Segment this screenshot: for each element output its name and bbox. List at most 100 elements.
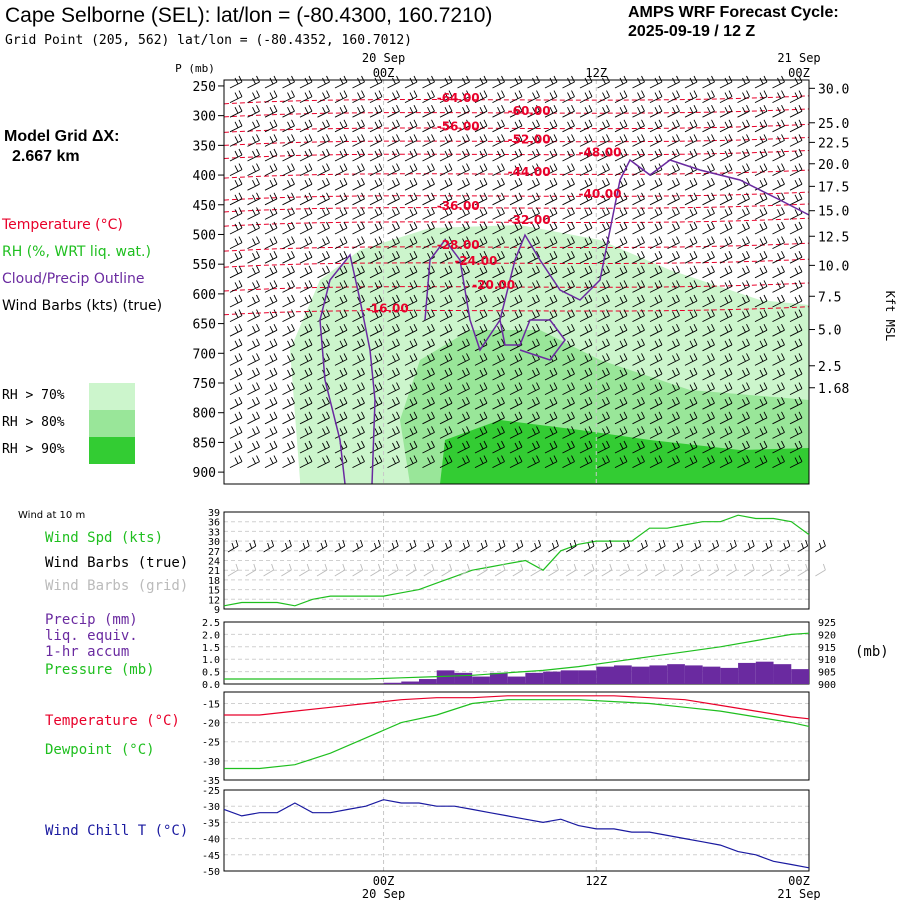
wind-barb <box>474 455 488 469</box>
wind-barb <box>369 294 383 308</box>
kft-tick-label: 5.0 <box>818 324 841 339</box>
wind-barb <box>614 309 628 323</box>
wind-barb <box>737 382 750 396</box>
wind-barb <box>789 367 803 381</box>
legend-rh80-swatch <box>89 410 135 437</box>
wind-barb <box>457 440 470 454</box>
wind-barb <box>387 396 400 410</box>
wind-barb <box>317 440 330 454</box>
wind-barb <box>439 250 453 264</box>
wind-barb <box>387 192 400 206</box>
wind-barb-grid <box>423 563 435 577</box>
wind-barb-grid <box>565 563 577 577</box>
wind-barb-grid <box>298 563 310 577</box>
wind-barb <box>527 367 540 381</box>
wind-barb <box>649 294 663 308</box>
wind-barb <box>422 250 435 264</box>
wind-barb <box>719 119 733 133</box>
wind-barb <box>527 75 540 89</box>
wind-barb <box>614 221 628 235</box>
wind-barb <box>492 134 505 147</box>
bottom-date-label: 20 Sep <box>362 887 405 900</box>
wind-barb <box>667 382 680 396</box>
wind-barb-grid <box>476 563 488 577</box>
wind-barb <box>492 207 505 220</box>
wind-barb <box>422 338 435 352</box>
wind-barb <box>719 163 733 177</box>
precip-bar <box>702 666 721 684</box>
wind-barb <box>754 207 768 220</box>
precip-bar <box>560 670 579 684</box>
wind-barb <box>737 280 750 293</box>
isotherm-label: -60.00 <box>508 104 551 118</box>
isotherm-label: -32.00 <box>508 213 551 227</box>
wind-barb <box>544 236 558 250</box>
wind-barb <box>772 90 785 104</box>
wind-barb <box>702 148 715 162</box>
wind-barb <box>422 294 435 308</box>
wind-barb <box>632 353 645 366</box>
wind-barb <box>422 309 435 323</box>
wind-barb <box>299 177 313 191</box>
precip-bar <box>525 672 544 684</box>
precip-label: Precip (mm) <box>45 612 138 628</box>
wind-barb <box>562 207 575 220</box>
wind-barb <box>509 440 523 454</box>
wind-barb <box>649 265 663 279</box>
wind-barb-true <box>708 539 720 553</box>
wind-barb <box>527 221 540 235</box>
wind-barb <box>404 207 418 220</box>
wind-barb <box>492 250 505 264</box>
wind-barb <box>562 323 575 337</box>
wind-barb <box>754 382 768 396</box>
wind-barb <box>334 207 348 220</box>
wind-barb <box>422 177 435 191</box>
wind-barb <box>544 426 558 439</box>
wind-barb <box>632 90 645 104</box>
top-date-label: 21 Sep <box>777 51 820 65</box>
wind-barb <box>649 134 663 147</box>
dewpoint-label: Dewpoint (°C) <box>45 742 155 758</box>
forecast-cycle-value: 2025-09-19 / 12 Z <box>628 23 756 40</box>
wind-barb <box>702 338 715 352</box>
wind-barb <box>264 177 278 191</box>
wind-barb <box>299 309 313 323</box>
wind-barb-grid <box>334 563 346 577</box>
temperature-line <box>224 695 810 720</box>
wind-barb <box>387 411 400 425</box>
wind-barb <box>614 265 628 279</box>
wind-barb <box>649 104 663 118</box>
wind-barb <box>772 280 785 293</box>
wind-barb <box>632 236 645 250</box>
wind-barb <box>597 411 610 425</box>
wind-barb <box>247 440 260 454</box>
wind-barb-grid <box>815 563 826 577</box>
wind-barb <box>702 396 715 410</box>
wind-barb <box>632 309 645 323</box>
wind-barb <box>684 323 698 337</box>
panel-y-tick-label: 33 <box>208 527 220 538</box>
wind-barb <box>404 148 418 162</box>
wind-barb <box>702 309 715 323</box>
wind-barb <box>772 250 785 264</box>
wind-barb <box>369 411 383 425</box>
wind-barb-true <box>530 539 542 553</box>
wind-barb <box>579 148 593 162</box>
wind-barb <box>789 440 803 454</box>
wind-barb <box>352 440 365 454</box>
wind-barb <box>492 382 505 396</box>
wind-barb <box>719 411 733 425</box>
wind-barb <box>649 323 663 337</box>
wind-barb <box>352 119 365 133</box>
wind-barb-true <box>476 539 488 553</box>
wind-barb <box>492 455 505 469</box>
wind-barb <box>754 367 768 381</box>
wind-barb-true <box>227 539 239 553</box>
wind-barb <box>404 163 418 177</box>
wind-barb <box>334 294 348 308</box>
wind-barb-true <box>370 539 381 553</box>
pressure-y2-tick-label: 905 <box>818 668 836 679</box>
wind-barb-true <box>619 539 631 553</box>
wind-barb <box>772 134 785 147</box>
wind-barb <box>352 192 365 206</box>
